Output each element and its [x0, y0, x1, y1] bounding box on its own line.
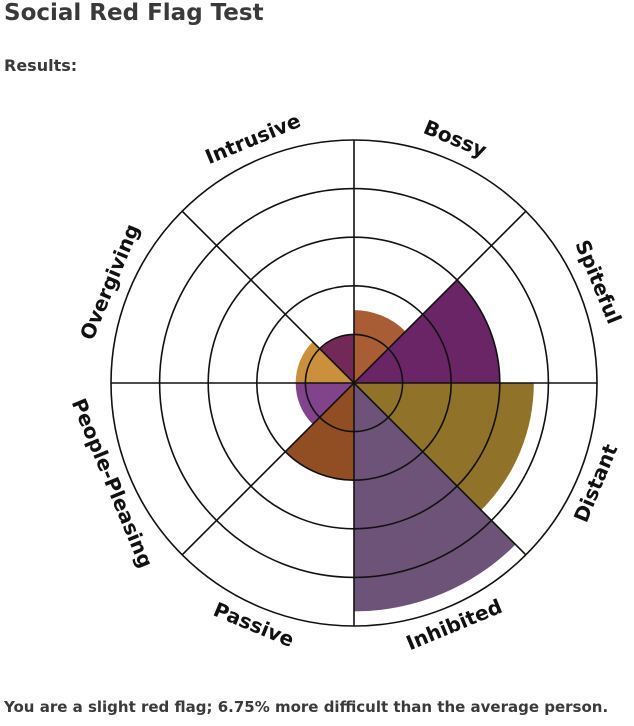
- sector: [285, 383, 354, 481]
- category-label: Passive: [210, 597, 298, 652]
- category-label: Inhibited: [403, 594, 506, 655]
- sector: [354, 383, 516, 612]
- page-title: Social Red Flag Test: [4, 0, 264, 26]
- category-label: Spiteful: [570, 236, 626, 327]
- sector: [295, 383, 354, 425]
- category-label: Distant: [569, 440, 623, 526]
- sector: [354, 310, 406, 383]
- sector: [354, 279, 500, 383]
- category-label: Bossy: [420, 115, 490, 162]
- spoke: [181, 210, 527, 556]
- sector: [354, 383, 534, 511]
- category-label: People-Pleasing: [67, 395, 158, 571]
- sector: [319, 334, 354, 383]
- result-text: You are a slight red flag; 6.75% more di…: [4, 698, 609, 716]
- sector: [295, 341, 354, 383]
- subtitle: Results:: [4, 56, 78, 75]
- category-label: Intrusive: [202, 108, 304, 169]
